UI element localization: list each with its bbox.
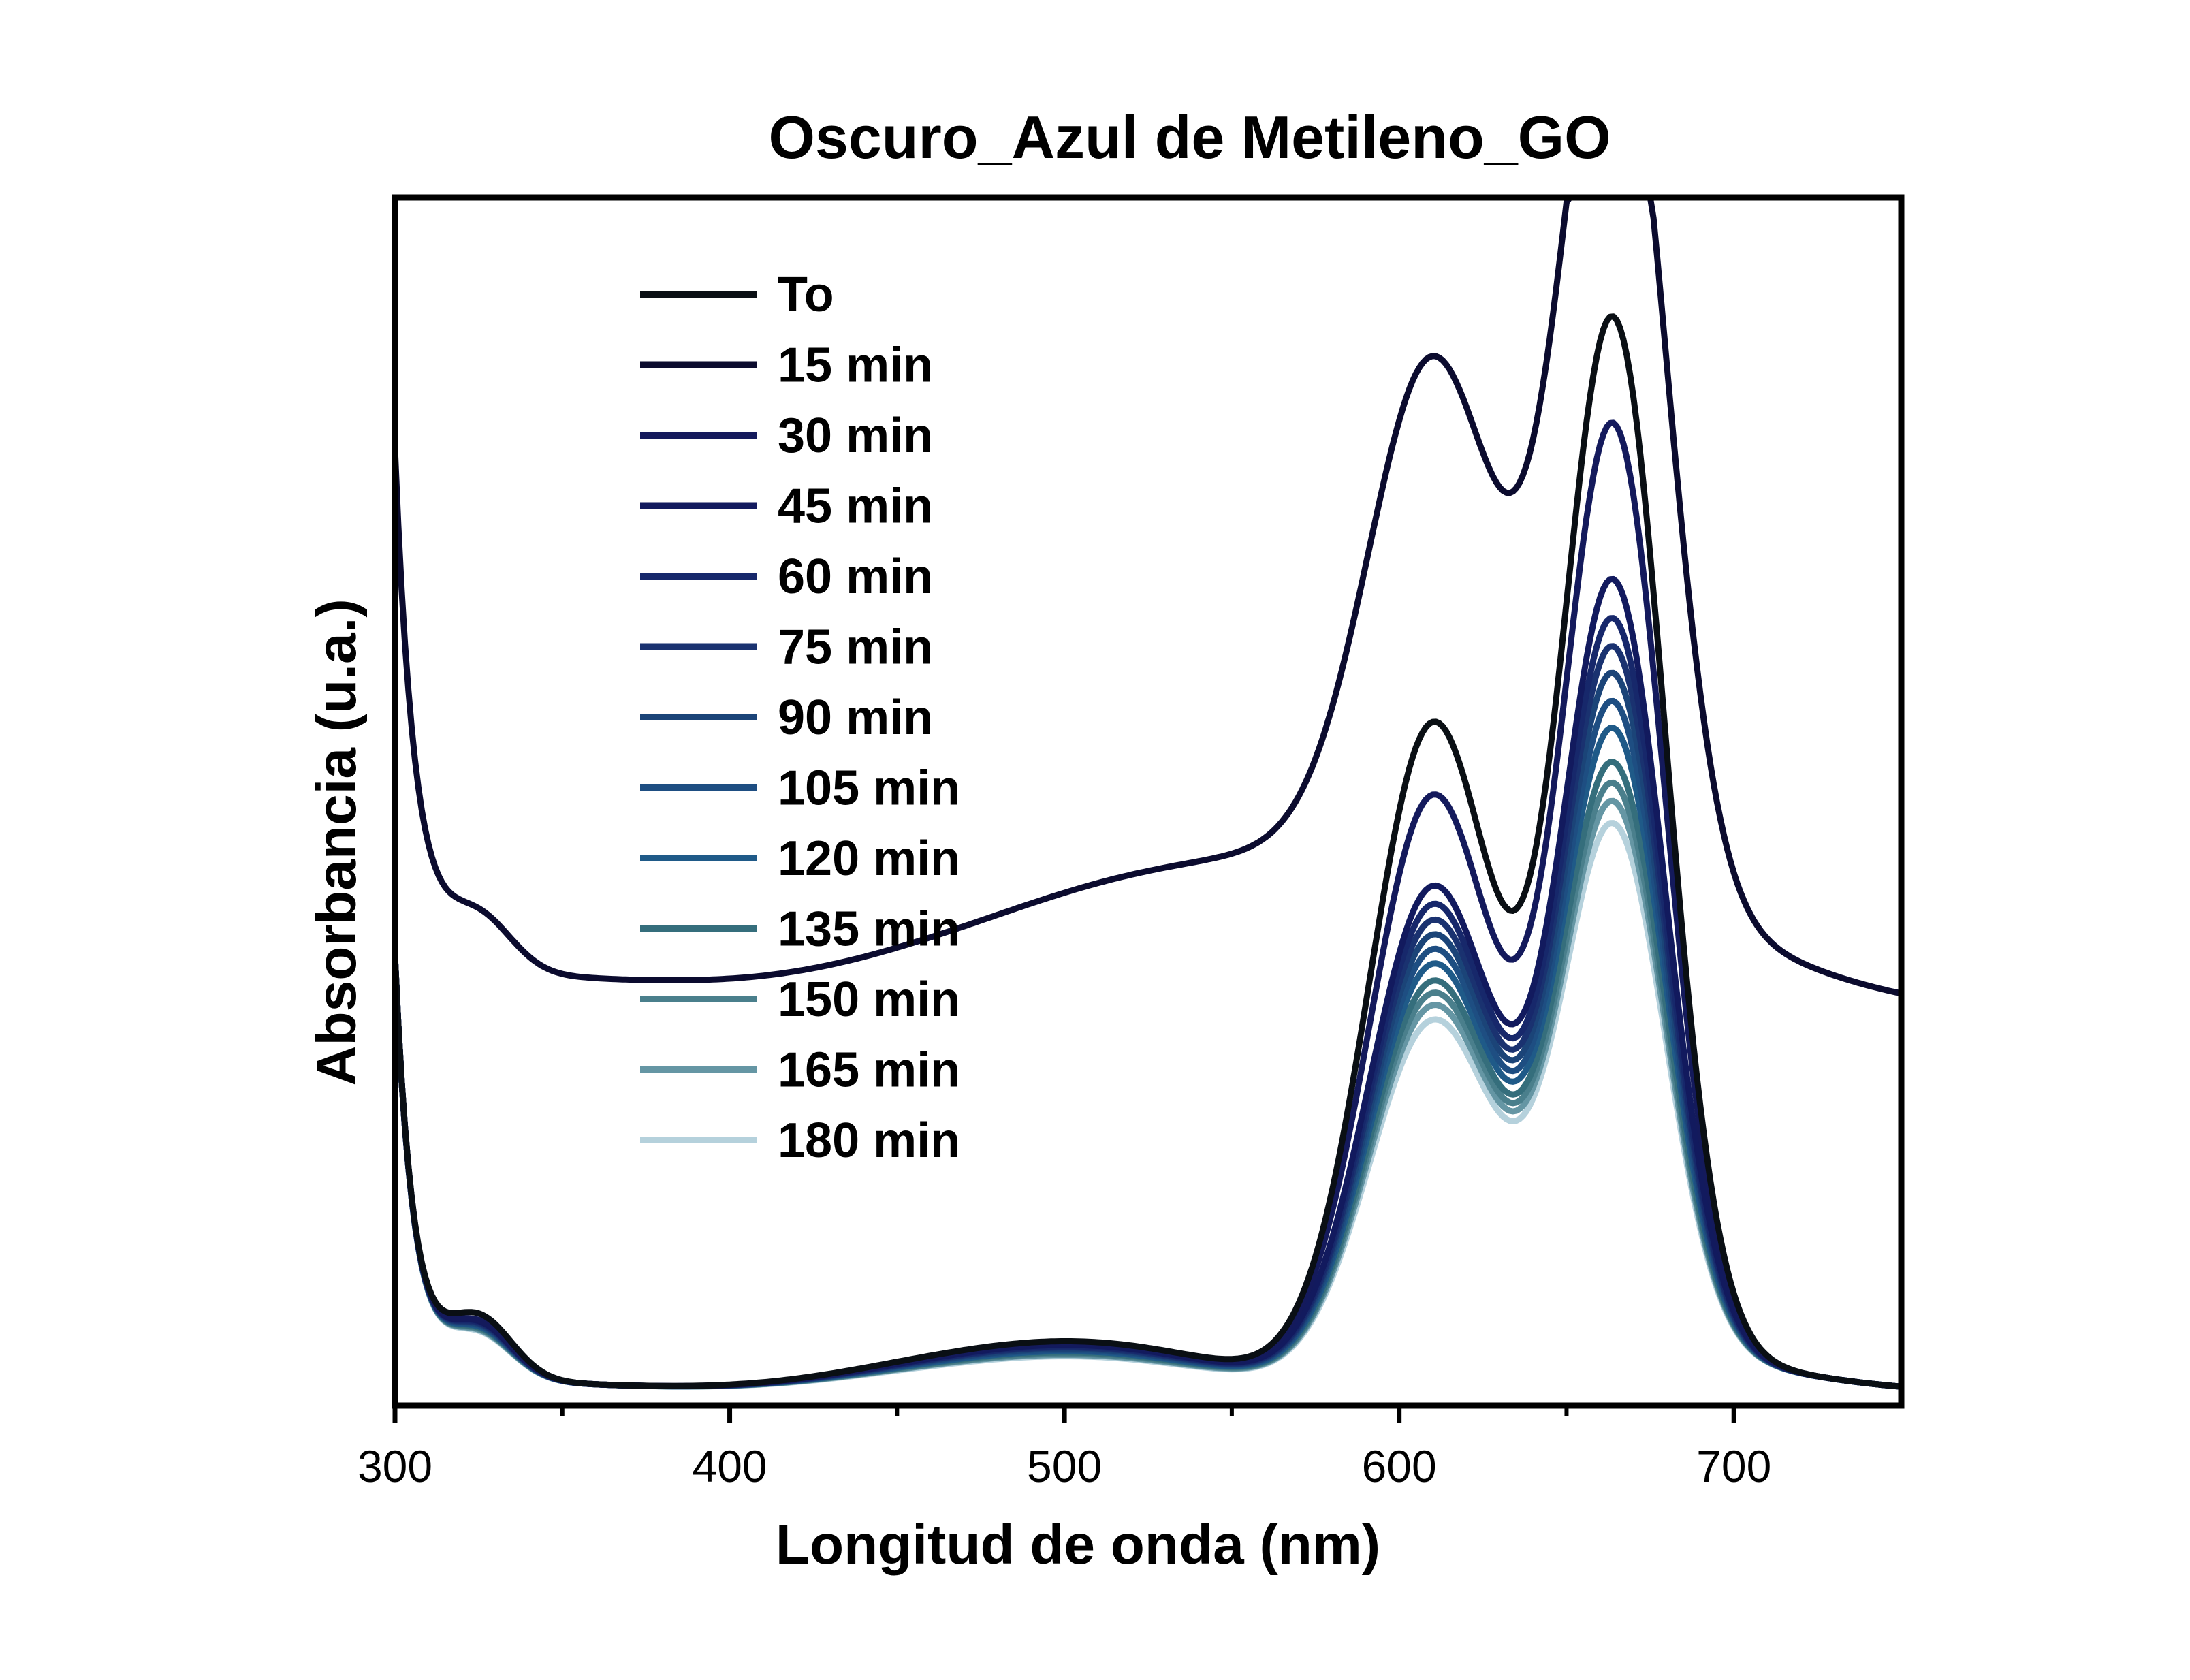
legend-label-45-min: 45 min	[778, 479, 933, 534]
x-tick-label-500: 500	[1027, 1441, 1102, 1491]
legend-label-60-min: 60 min	[778, 550, 933, 604]
plot-frame	[392, 194, 1905, 1409]
legend-label-120-min: 120 min	[778, 831, 960, 886]
series-layer	[392, 194, 1902, 1390]
legend-label-135-min: 135 min	[778, 902, 960, 957]
legend: To 15 min 30 min 45 min 60 min 75 min 90 min 10…	[640, 268, 960, 1168]
legend-label-165-min: 165 min	[778, 1043, 960, 1098]
legend-label-150-min: 150 min	[778, 972, 960, 1027]
x-axis-ticks: 300 400 500 600 700	[358, 1406, 1771, 1491]
legend-label-30-min: 30 min	[778, 409, 933, 463]
x-axis-label: Longitud de onda (nm)	[776, 1514, 1380, 1576]
legend-label-75-min: 75 min	[778, 620, 933, 675]
series-line-45-min	[392, 575, 1902, 1390]
legend-label-105-min: 105 min	[778, 761, 960, 816]
series-line-30-min	[392, 419, 1902, 1390]
x-tick-label-300: 300	[358, 1441, 432, 1491]
legend-label-90-min: 90 min	[778, 691, 933, 745]
legend-label-to: To	[778, 268, 834, 322]
y-axis-label: Absorbancia (u.a.)	[306, 599, 368, 1085]
chart-title: Oscuro_Azul de Metileno_GO	[768, 104, 1610, 171]
x-tick-label-400: 400	[692, 1441, 767, 1491]
x-tick-label-600: 600	[1362, 1441, 1437, 1491]
legend-label-180-min: 180 min	[778, 1113, 960, 1168]
legend-label-15-min: 15 min	[778, 338, 933, 393]
x-tick-label-700: 700	[1696, 1441, 1771, 1491]
series-line-to	[392, 313, 1902, 1390]
